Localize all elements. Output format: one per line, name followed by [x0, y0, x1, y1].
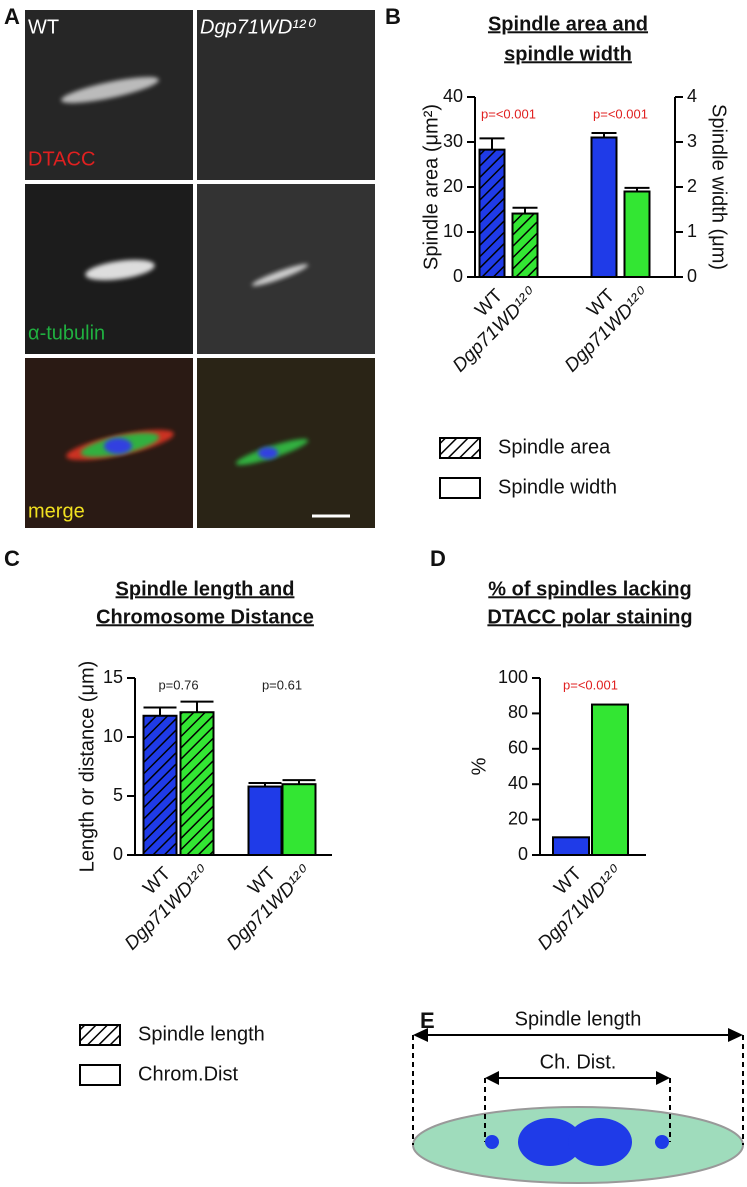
chart-title: Spindle area and: [488, 13, 648, 35]
error-bar: [180, 700, 214, 713]
y-tick-label: 80: [508, 702, 528, 722]
bar: [478, 148, 506, 278]
bar: [142, 714, 178, 857]
spindle-diagram: [412, 1028, 744, 1184]
y2-tick-label: 0: [687, 266, 697, 286]
panel-letter: E: [420, 1008, 435, 1033]
chart-title: Chromosome Distance: [96, 606, 314, 628]
error-bar: [282, 779, 316, 785]
annotation: p=0.76: [158, 677, 198, 692]
row-label: DTACC: [28, 148, 95, 170]
y-tick-label: 20: [443, 176, 463, 196]
y-tick-label: 30: [443, 131, 463, 151]
legend-swatch: [79, 1064, 121, 1086]
y-tick-label: 15: [103, 667, 123, 687]
column-label: WT: [28, 16, 59, 38]
legend-label: Spindle area: [498, 436, 611, 458]
error-bar: [143, 706, 177, 716]
bar: [591, 703, 629, 856]
chart-title: spindle width: [504, 43, 632, 65]
error-bar: [624, 186, 650, 192]
panel-letter: D: [430, 546, 446, 571]
panel-letter: B: [385, 4, 401, 29]
y-tick-label: 10: [443, 221, 463, 241]
bar: [281, 783, 317, 857]
y-axis-label: %: [468, 757, 490, 775]
chart-title: Spindle length and: [116, 578, 295, 600]
legend-label: Spindle width: [498, 476, 617, 498]
y-tick-label: 60: [508, 738, 528, 758]
bar: [511, 212, 539, 279]
y-tick-label: 0: [113, 844, 123, 864]
y-tick-label: 40: [508, 773, 528, 793]
y2-tick-label: 2: [687, 176, 697, 196]
error-bar: [591, 132, 617, 138]
bar: [623, 190, 651, 278]
row-label: α-tubulin: [28, 322, 105, 344]
panel-letter: A: [4, 4, 20, 29]
diagram-label: Spindle length: [515, 1008, 642, 1030]
diagram-label: Ch. Dist.: [540, 1051, 617, 1073]
annotation: p=<0.001: [563, 677, 618, 692]
row-label: merge: [28, 500, 85, 522]
chart-title: DTACC polar staining: [487, 606, 692, 628]
chart-title: % of spindles lacking: [488, 578, 691, 600]
annotation: p=0.61: [262, 677, 302, 692]
y2-tick-label: 3: [687, 131, 697, 151]
legend-label: Chrom.Dist: [138, 1063, 238, 1085]
y-tick-label: 100: [498, 667, 528, 687]
error-bar: [512, 206, 538, 214]
legend-swatch: [439, 437, 481, 459]
y-tick-label: 5: [113, 785, 123, 805]
error-bar: [479, 137, 505, 150]
y-axis-label: Length or distance (μm): [76, 661, 98, 873]
y-tick-label: 0: [518, 844, 528, 864]
legend-swatch: [439, 477, 481, 499]
bar: [590, 136, 618, 278]
y-tick-label: 40: [443, 86, 463, 106]
panel-letter: C: [4, 546, 20, 571]
annotation: p=<0.001: [481, 106, 536, 121]
bar: [179, 711, 215, 856]
legend-label: Spindle length: [138, 1023, 265, 1045]
y-tick-label: 20: [508, 808, 528, 828]
error-bar: [248, 782, 282, 787]
micrographs: [25, 10, 375, 528]
y-tick-label: 10: [103, 726, 123, 746]
y2-tick-label: 1: [687, 221, 697, 241]
bar: [247, 785, 283, 856]
y2-tick-label: 4: [687, 86, 697, 106]
legend-swatch: [79, 1024, 121, 1046]
annotation: p=<0.001: [593, 106, 648, 121]
column-label: Dgp71WD¹²⁰: [200, 16, 317, 38]
bar: [552, 836, 590, 856]
y2-axis-label: Spindle width (μm): [708, 104, 730, 270]
y-tick-label: 0: [453, 266, 463, 286]
y-axis-label: Spindle area (μm²): [420, 104, 442, 270]
